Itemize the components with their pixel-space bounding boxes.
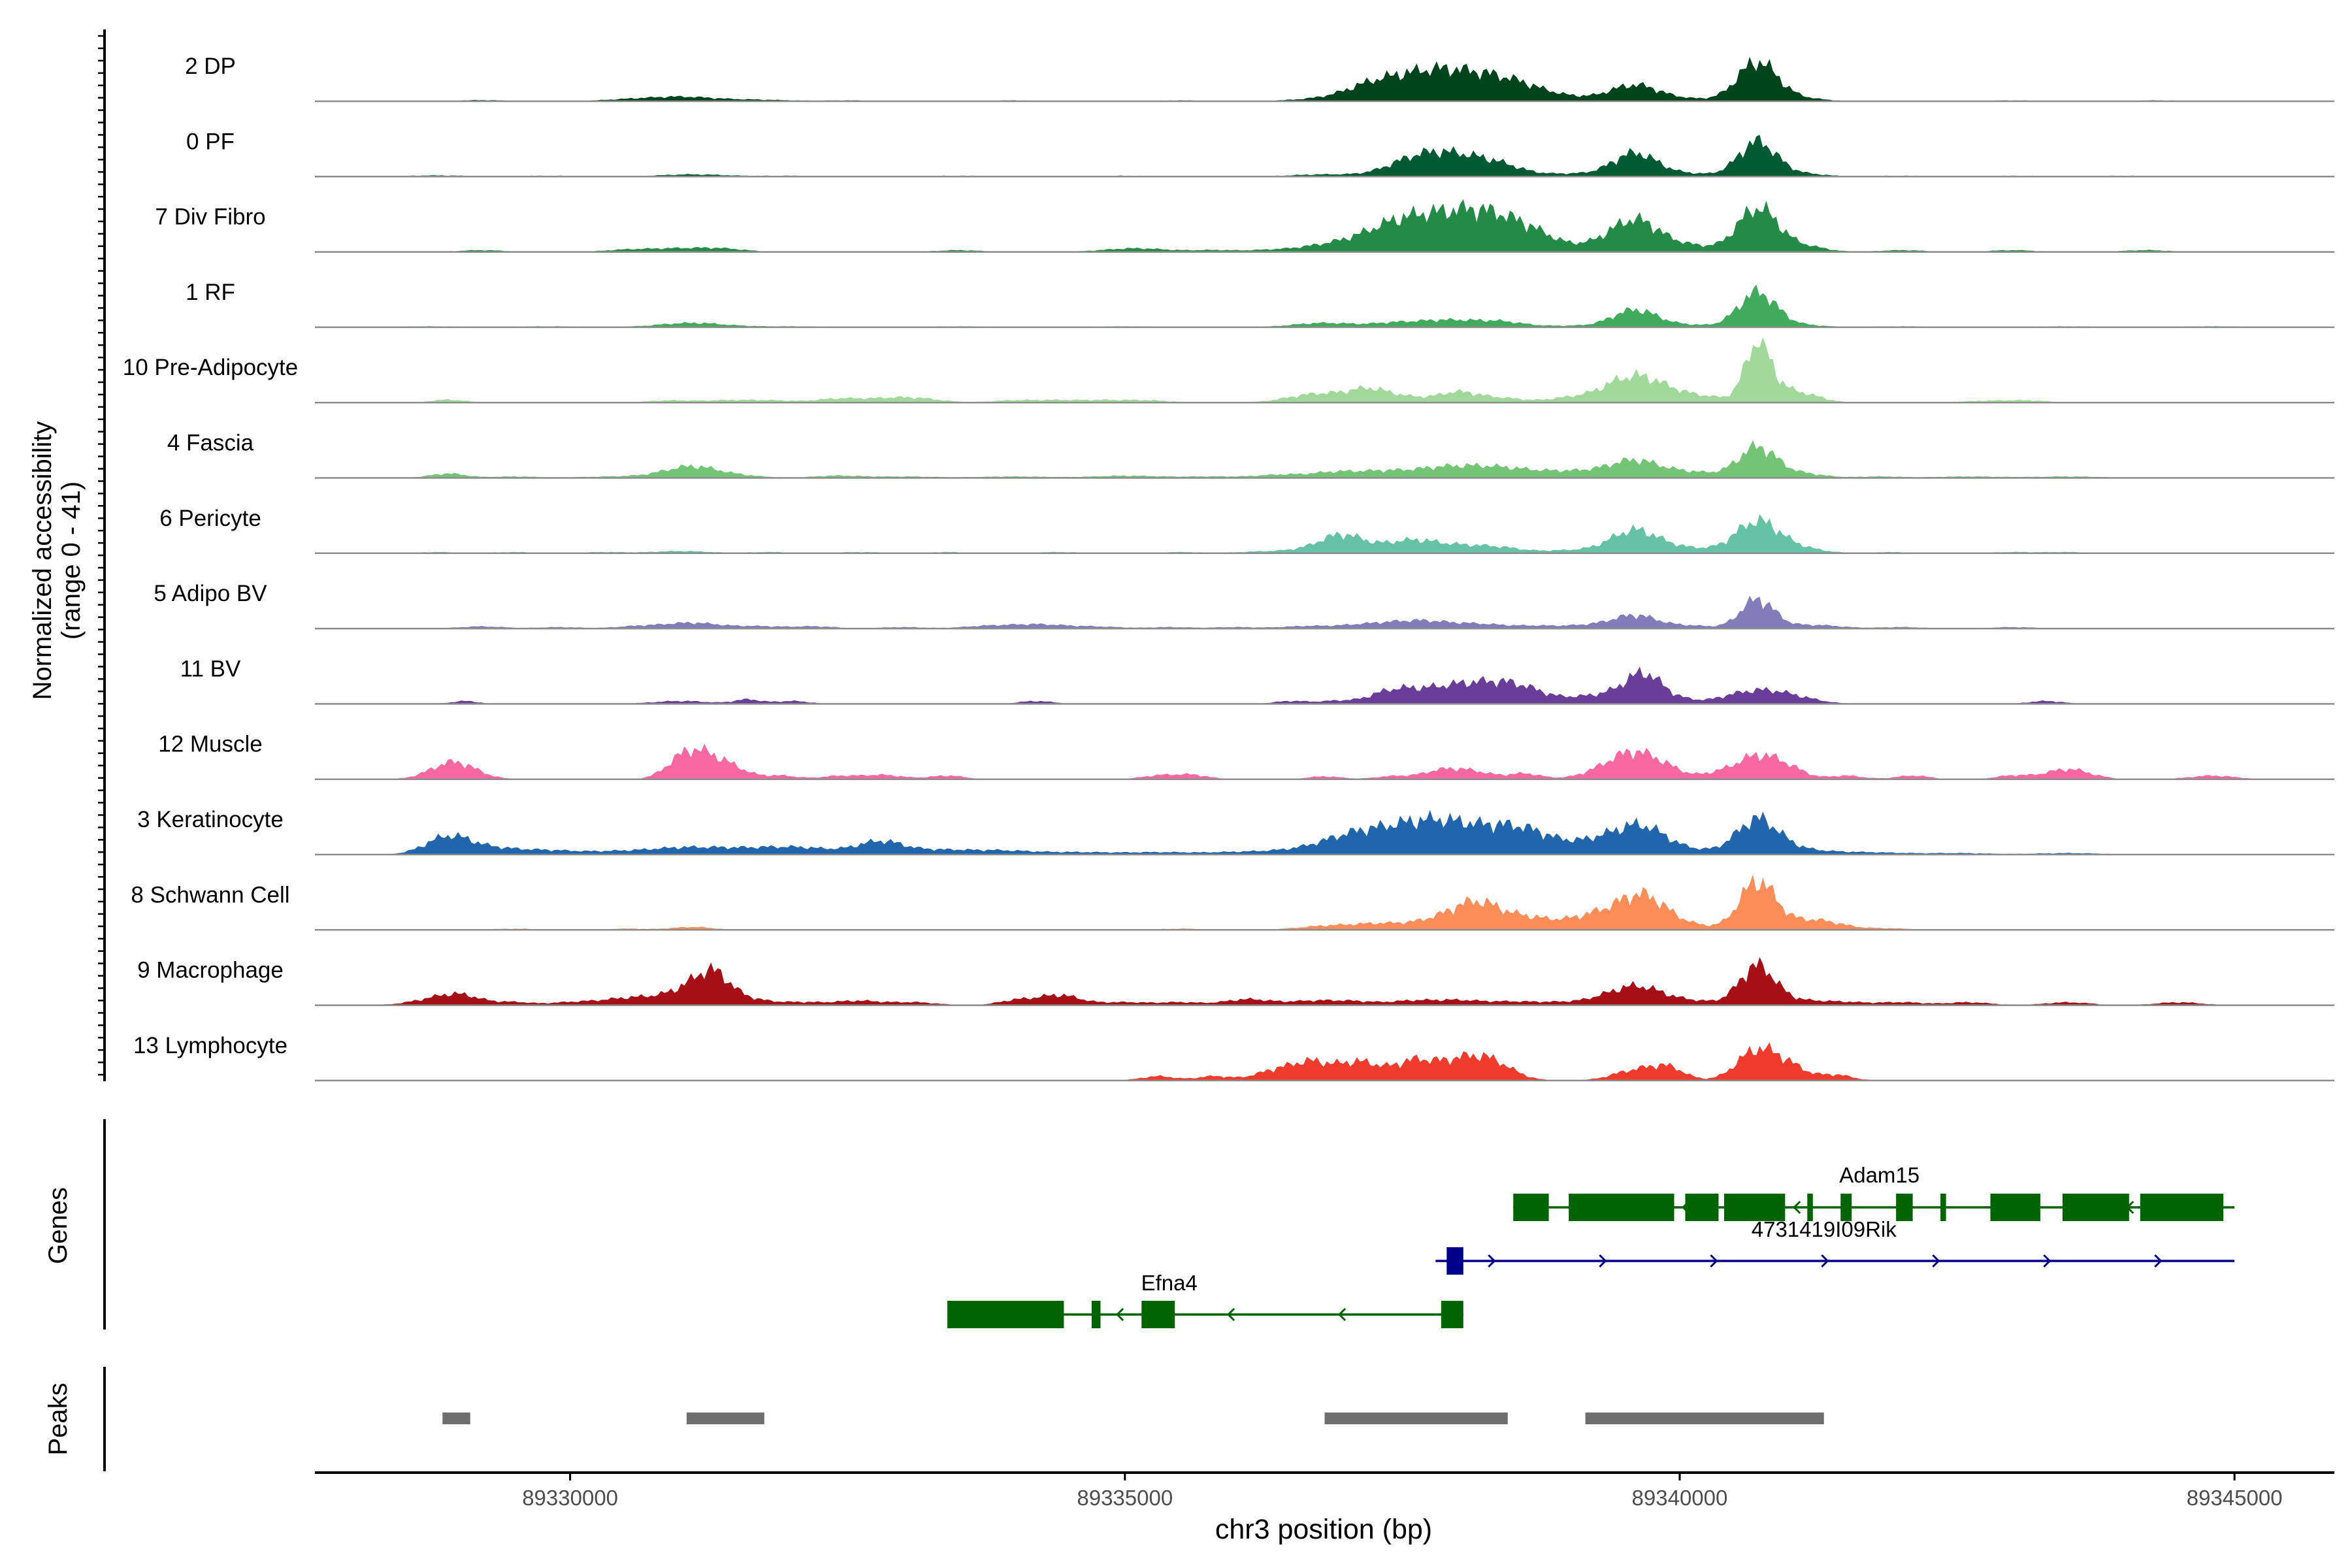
gene-annotation-track: Adam15 4731419I09Rik Efna4	[947, 1163, 2235, 1328]
coverage-area	[315, 1042, 2334, 1081]
coverage-area	[315, 284, 2334, 327]
gene-label: 4731419I09Rik	[1752, 1217, 1897, 1241]
gene-adam15: Adam15	[1513, 1163, 2235, 1221]
gene-efna4: Efna4	[947, 1271, 1463, 1328]
strand-arrow	[1337, 1307, 1347, 1322]
gene-exon	[1446, 1247, 1463, 1275]
track-label: 10 Pre-Adipocyte	[123, 355, 298, 380]
peak-region	[1324, 1413, 1508, 1424]
strand-arrow	[1932, 1254, 1940, 1268]
coverage-area	[315, 956, 2334, 1005]
track-label: 12 Muscle	[158, 732, 263, 757]
coverage-area	[315, 595, 2334, 629]
coverage-area	[315, 874, 2334, 930]
coverage-area	[315, 514, 2334, 553]
track-5-adipo-bv: 5 Adipo BV	[154, 581, 2334, 630]
coverage-area	[315, 337, 2334, 403]
coverage-area	[315, 440, 2334, 478]
peak-region	[442, 1413, 470, 1424]
track-label: 6 Pericyte	[159, 506, 261, 531]
strand-arrow	[1599, 1254, 1607, 1268]
track-label: 1 RF	[186, 280, 235, 305]
strand-arrow	[1488, 1254, 1496, 1268]
track-13-lymphocyte: 13 Lymphocyte	[133, 1033, 2334, 1082]
x-tick-label: 89345000	[2187, 1486, 2283, 1510]
gene-exon	[1513, 1194, 1549, 1221]
strand-arrow	[1710, 1254, 1718, 1268]
strand-arrow	[1821, 1254, 1829, 1268]
track-label: 13 Lymphocyte	[133, 1033, 287, 1058]
strand-arrow	[2043, 1254, 2051, 1268]
track-label: 7 Div Fibro	[155, 204, 265, 230]
track-4-fascia: 4 Fascia	[167, 431, 2334, 479]
gene-exon	[2140, 1194, 2224, 1221]
track-label: 4 Fascia	[167, 431, 254, 456]
gene-exon	[1840, 1194, 1852, 1221]
peaks-track-label: Peaks	[44, 1382, 73, 1455]
track-label: 0 PF	[186, 129, 235, 154]
strand-arrow	[1793, 1200, 1801, 1215]
track-1-rf: 1 RF	[186, 280, 2334, 329]
coverage-area	[315, 743, 2334, 779]
gene-exon	[1807, 1194, 1813, 1221]
gene-exon	[1569, 1194, 1674, 1221]
track-11-bv: 11 BV	[180, 656, 2334, 705]
track-8-schwann-cell: 8 Schwann Cell	[131, 874, 2334, 931]
gene-exon	[1141, 1301, 1175, 1328]
track-12-muscle: 12 Muscle	[158, 732, 2334, 780]
coverage-area	[315, 199, 2334, 252]
gene-exon	[1441, 1301, 1463, 1328]
track-label: 5 Adipo BV	[154, 581, 267, 606]
gene-exon	[1685, 1194, 1719, 1221]
x-axis-label: chr3 position (bp)	[1215, 1514, 1432, 1545]
x-axis: 89330000 89335000 89340000 89345000	[315, 1471, 2334, 1510]
strand-arrow	[1115, 1307, 1124, 1322]
track-label: 11 BV	[180, 656, 241, 681]
gene-exon	[2062, 1194, 2129, 1221]
gene-exon	[1091, 1301, 1101, 1328]
y-axis-label-line1: Normalized accessibility	[28, 421, 57, 700]
track-3-keratinocyte: 3 Keratinocyte	[137, 807, 2334, 856]
gene-exon	[1940, 1194, 1946, 1221]
gene-exon	[1723, 1194, 1786, 1221]
gene-4731419i09rik: 4731419I09Rik	[1435, 1217, 2235, 1275]
gene-label: Efna4	[1141, 1271, 1198, 1295]
x-tick-label: 89330000	[522, 1486, 618, 1510]
track-6-pericyte: 6 Pericyte	[159, 506, 2334, 555]
y-axis-coverage	[98, 29, 106, 1081]
track-10-pre-adipocyte: 10 Pre-Adipocyte	[123, 337, 2334, 404]
genes-track-label: Genes	[44, 1187, 73, 1264]
track-7-div-fibro: 7 Div Fibro	[155, 199, 2334, 253]
coverage-area	[315, 666, 2334, 704]
coverage-area	[315, 57, 2334, 101]
track-0-pf: 0 PF	[186, 129, 2334, 178]
gene-exon	[1896, 1194, 1913, 1221]
track-label: 3 Keratinocyte	[137, 807, 284, 832]
strand-arrow	[1226, 1307, 1235, 1322]
peak-region	[686, 1413, 764, 1424]
x-tick-label: 89340000	[1632, 1486, 1728, 1510]
track-2-dp: 2 DP	[185, 54, 2334, 103]
track-label: 9 Macrophage	[137, 958, 284, 983]
track-9-macrophage: 9 Macrophage	[137, 956, 2334, 1006]
coverage-area	[315, 809, 2334, 855]
coverage-tracks: 2 DP 0 PF 7 Div Fibro 1 RF 10 Pre-Adipocyte 4…	[123, 54, 2334, 1082]
gene-exon	[947, 1301, 1064, 1328]
y-axis-label-line2: (range 0 - 41)	[57, 482, 86, 640]
peak-region	[1585, 1413, 1824, 1424]
track-label: 8 Schwann Cell	[131, 882, 289, 907]
gene-label: Adam15	[1839, 1163, 1919, 1187]
peaks-track	[442, 1413, 1824, 1424]
gene-exon	[1990, 1194, 2040, 1221]
strand-arrow	[2154, 1254, 2163, 1268]
x-tick-label: 89335000	[1077, 1486, 1173, 1510]
coverage-area	[315, 135, 2334, 177]
track-label: 2 DP	[185, 54, 236, 79]
